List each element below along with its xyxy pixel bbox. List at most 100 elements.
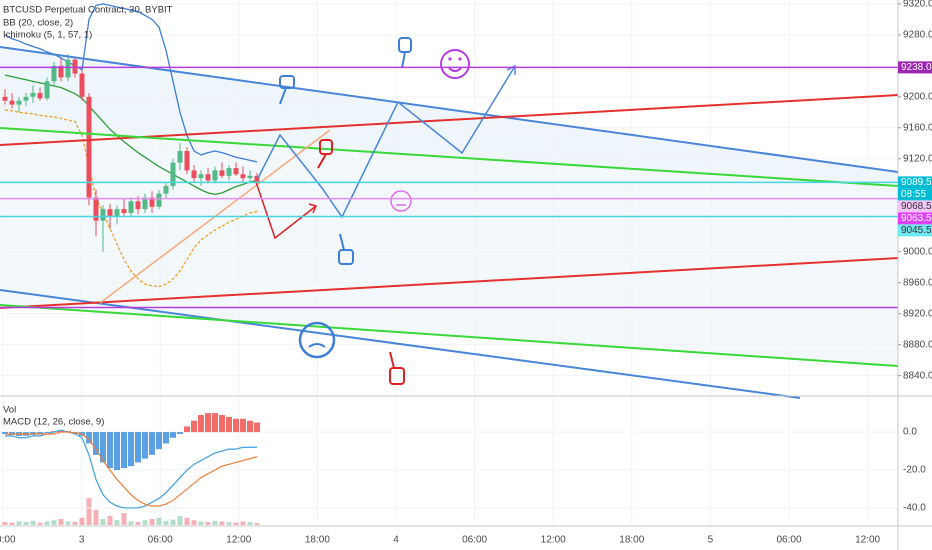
- price-badge-label: 9068.5: [901, 201, 932, 212]
- macd-bar: [205, 413, 211, 433]
- macd-line: [5, 431, 258, 507]
- macd-bar: [142, 432, 148, 459]
- candle-body: [156, 193, 162, 207]
- x-tick-label: 4: [393, 535, 399, 546]
- candle-body: [30, 92, 36, 97]
- candle-body: [205, 174, 211, 181]
- candle-body: [177, 151, 183, 163]
- volume-bar: [212, 520, 218, 525]
- volume-bar: [37, 522, 43, 525]
- x-tick-label: 12:00: [855, 535, 880, 546]
- volume-bar: [247, 522, 253, 525]
- volume-bar: [240, 521, 246, 525]
- macd-pane: [0, 413, 898, 525]
- candle-body: [51, 65, 57, 82]
- levels: [0, 66, 898, 309]
- price-badge: [898, 200, 932, 213]
- volume-bar: [135, 522, 141, 525]
- macd-bar: [149, 432, 155, 455]
- volume-bar: [184, 517, 190, 525]
- x-tick-label: 5: [708, 535, 714, 546]
- candle-body: [65, 59, 71, 78]
- x-tick-label: 06:00: [148, 535, 173, 546]
- volume-bar: [44, 521, 50, 525]
- volume-bar: [9, 522, 15, 525]
- x-tick-label: 3: [79, 535, 85, 546]
- indicator-label: Ichimoku (5, 1, 57, 1): [3, 30, 92, 41]
- y-tick-label: 8920.0: [903, 308, 932, 319]
- candle-body: [170, 162, 176, 186]
- y-tick-label: -40.0: [903, 503, 926, 514]
- arrow-head: [308, 203, 318, 214]
- volume-bar: [79, 517, 85, 525]
- volume-bar: [219, 521, 225, 525]
- price-badge: [898, 61, 932, 74]
- candle-body: [107, 209, 113, 217]
- chart-title: BTCUSD Perpetual Contract, 30, BYBIT: [3, 5, 173, 16]
- candle-body: [142, 197, 148, 210]
- hand-finger: [401, 51, 406, 69]
- volume-bar: [100, 519, 106, 525]
- volume-bar: [163, 520, 169, 525]
- y-tick-label: 9000.0: [903, 246, 932, 257]
- candle-body: [2, 96, 8, 101]
- price-badge: [898, 176, 932, 189]
- y-tick-label: 8840.0: [903, 370, 932, 381]
- trend-line: [0, 304, 899, 367]
- arrow-head: [506, 64, 516, 75]
- candle-body: [16, 100, 22, 105]
- candle-body: [135, 201, 141, 210]
- macd-bar: [191, 420, 197, 433]
- candle-body: [198, 174, 204, 179]
- trend-line: [0, 127, 899, 187]
- volume-label: Vol: [3, 405, 16, 416]
- candle-body: [114, 209, 120, 217]
- macd-bar: [247, 420, 253, 433]
- volume-bar: [121, 513, 127, 525]
- macd-bar: [37, 432, 43, 434]
- candle-body: [79, 73, 85, 97]
- macd-bar: [156, 432, 162, 450]
- volume-bar: [156, 517, 162, 525]
- y-tick-label: 9160.0: [903, 122, 932, 133]
- macd-bar: [198, 415, 204, 433]
- candle-body: [233, 168, 239, 175]
- macd-bar: [240, 418, 246, 433]
- x-tick-label: 18:00: [305, 535, 330, 546]
- price-badge: [898, 188, 932, 201]
- y-tick-label: 9280.0: [903, 29, 932, 40]
- x-tick-label: 18:00: [619, 535, 644, 546]
- volume-bar: [72, 522, 78, 525]
- price-badge: [898, 224, 932, 237]
- macd-bar: [212, 413, 218, 433]
- volume-bar: [2, 522, 8, 525]
- hand-finger: [339, 233, 345, 251]
- volume-bar: [30, 520, 36, 525]
- volume-bar: [86, 498, 92, 525]
- volume-bar: [177, 516, 183, 525]
- volume-bar: [23, 522, 29, 525]
- candle-body: [100, 209, 106, 221]
- macd-bar: [2, 432, 8, 434]
- volume-bar: [51, 520, 57, 525]
- macd-bar: [219, 415, 225, 433]
- volume-bar: [254, 523, 260, 525]
- y-tick-label: 8960.0: [903, 277, 932, 288]
- macd-bar: [58, 430, 64, 433]
- y-tick-label: 0.0: [903, 427, 917, 438]
- price-badge-label: 9063.5: [901, 213, 932, 224]
- volume-bar: [16, 521, 22, 525]
- candle-body: [212, 170, 218, 181]
- overlay-line: [4, 109, 258, 288]
- hand-icon: [338, 249, 354, 265]
- macd-bar: [128, 432, 134, 467]
- volume-bar: [128, 521, 134, 525]
- x-tick-label: 06:00: [776, 535, 801, 546]
- x-tick-label: 06:00: [462, 535, 487, 546]
- volume-bar: [142, 520, 148, 525]
- price-badge-label: 9238.0: [901, 62, 932, 73]
- candle-body: [128, 201, 134, 213]
- macd-bar: [226, 416, 232, 433]
- candle-body: [37, 92, 43, 99]
